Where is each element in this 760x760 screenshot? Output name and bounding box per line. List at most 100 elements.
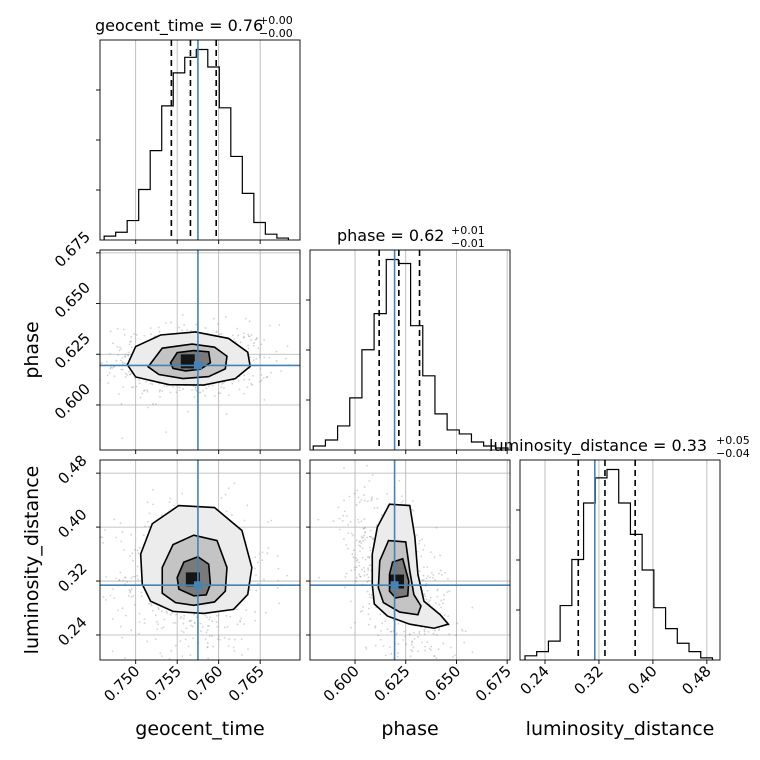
scatter-point [360, 535, 363, 538]
scatter-point [127, 354, 129, 357]
scatter-point [384, 654, 387, 657]
scatter-point [435, 526, 438, 529]
scatter-point [202, 390, 204, 392]
scatter-point [352, 549, 355, 552]
scatter-point [363, 486, 366, 489]
scatter-point [124, 356, 127, 358]
y-axis-label-phase: phase [21, 321, 43, 378]
scatter-point [368, 623, 370, 626]
scatter-point [131, 552, 134, 555]
scatter-point [270, 519, 273, 522]
scatter-point [115, 577, 118, 580]
scatter-point [122, 386, 125, 389]
scatter-point [370, 594, 373, 596]
scatter-point [236, 623, 239, 626]
scatter-point [128, 589, 131, 591]
scatter-point [225, 614, 228, 617]
scatter-point [90, 378, 92, 380]
scatter-point [150, 333, 153, 336]
scatter-point [191, 625, 194, 628]
contour-2 [161, 534, 228, 607]
scatter-point [208, 385, 210, 388]
scatter-point [217, 323, 219, 326]
scatter-point [216, 637, 219, 640]
scatter-point [136, 549, 139, 552]
scatter-point [217, 614, 220, 617]
scatter-point [438, 572, 441, 575]
scatter-point [154, 638, 157, 640]
scatter-point [369, 535, 372, 538]
scatter-point [235, 340, 237, 343]
scatter-point [232, 646, 235, 649]
scatter-point [370, 536, 373, 539]
scatter-point [160, 655, 163, 658]
scatter-point [143, 618, 146, 621]
scatter-point [116, 345, 119, 348]
scatter-point [233, 338, 235, 340]
scatter-point [276, 554, 279, 557]
scatter-point [178, 326, 180, 329]
scatter-point [190, 329, 193, 332]
scatter-point [367, 576, 370, 579]
scatter-point [157, 608, 160, 611]
scatter-point [160, 514, 163, 517]
scatter-point [390, 652, 393, 655]
scatter-point [358, 501, 361, 504]
scatter-point [201, 626, 204, 628]
scatter-point [280, 370, 283, 372]
scatter-point [397, 652, 400, 654]
scatter-point [277, 567, 280, 570]
scatter-point [362, 539, 365, 542]
scatter-point [148, 525, 151, 528]
scatter-point [338, 517, 341, 520]
scatter-point [182, 622, 185, 625]
scatter-point [411, 650, 414, 653]
scatter-point [343, 466, 345, 469]
scatter-point [397, 622, 400, 625]
scatter-point [220, 386, 223, 389]
grid [544, 460, 708, 660]
scatter-point [443, 614, 446, 617]
scatter-point [368, 593, 371, 596]
scatter-point [379, 638, 382, 641]
scatter-point [181, 313, 184, 316]
scatter-point [109, 367, 112, 370]
hist-bar [362, 350, 374, 450]
scatter-point [146, 390, 149, 393]
scatter-point [96, 355, 98, 357]
scatter-point [193, 622, 196, 625]
scatter-point [401, 495, 403, 498]
scatter-point [433, 556, 436, 559]
scatter-point [344, 576, 347, 578]
scatter-point [367, 613, 370, 616]
scatter-point [377, 634, 380, 637]
scatter-point [149, 382, 152, 385]
grid [354, 250, 508, 450]
scatter-point [82, 376, 84, 378]
hist-bar [548, 641, 560, 660]
scatter-point [138, 382, 141, 385]
scatter-point [258, 356, 261, 359]
hist-bar [666, 629, 678, 660]
scatter-point [412, 509, 415, 512]
scatter-point [380, 629, 382, 632]
title-geocent-time: geocent_time = 0.76 [95, 16, 263, 36]
scatter-point [256, 561, 259, 564]
scatter-point [173, 504, 176, 507]
scatter-point [135, 333, 138, 336]
scatter-point [163, 385, 166, 388]
scatter-point [455, 634, 457, 637]
scatter-point [368, 602, 371, 605]
scatter-point [136, 574, 139, 577]
title-geocent-time-minus: −0.00 [259, 27, 293, 40]
scatter-point [275, 350, 278, 353]
density-peak [180, 354, 195, 369]
scatter-point [129, 340, 132, 343]
x-tick-label: 0.755 [142, 662, 185, 705]
scatter-point [361, 547, 364, 550]
title-group-luminosity-distance: luminosity_distance = 0.33 +0.05 −0.04 [489, 434, 750, 460]
scatter-point [136, 565, 139, 568]
scatter-point [440, 599, 443, 602]
scatter-point [286, 345, 289, 348]
scatter-point [305, 381, 307, 383]
